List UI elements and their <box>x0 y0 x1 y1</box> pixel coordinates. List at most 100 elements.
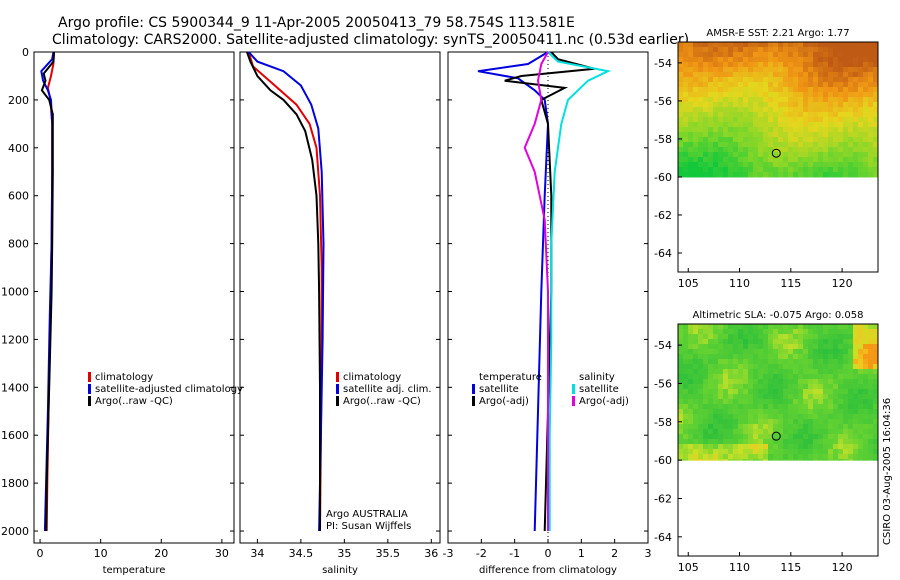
map-cell <box>773 349 779 355</box>
map-cell <box>753 47 759 53</box>
map-cell <box>863 117 869 123</box>
map-y-tick-label: -64 <box>654 247 672 260</box>
map-cell <box>863 379 869 385</box>
map-cell <box>688 394 694 400</box>
map-cell <box>783 92 789 98</box>
map-cell <box>768 459 774 461</box>
map-cell <box>848 57 854 63</box>
map-cell <box>813 369 819 375</box>
map-cell <box>783 142 789 148</box>
map-cell <box>823 147 829 153</box>
map-cell <box>753 324 759 330</box>
map-cell <box>788 152 794 158</box>
map-cell <box>808 162 814 168</box>
map-cell <box>678 329 684 335</box>
map-cell <box>853 162 859 168</box>
map-cell <box>793 339 799 345</box>
map-cell <box>863 172 869 178</box>
map-cell <box>693 324 699 330</box>
map-cell <box>773 414 779 420</box>
map-cell <box>743 444 749 450</box>
map-cell <box>708 414 714 420</box>
map-cell <box>753 354 759 360</box>
map-cell <box>848 429 854 435</box>
map-cell <box>758 374 764 380</box>
map-cell <box>803 409 809 415</box>
map-cell <box>748 449 754 455</box>
map-cell <box>703 152 709 158</box>
map-cell <box>708 349 714 355</box>
map-cell <box>683 132 689 138</box>
map-cell <box>703 112 709 118</box>
map-cell <box>698 112 704 118</box>
map-cell <box>698 67 704 73</box>
map-cell <box>768 394 774 400</box>
map-cell <box>803 82 809 88</box>
map-cell <box>808 42 814 48</box>
map-cell <box>758 157 764 163</box>
map-cell <box>778 419 784 425</box>
map-cell <box>698 409 704 415</box>
map-cell <box>813 379 819 385</box>
map-cell <box>698 127 704 133</box>
map-cell <box>768 132 774 138</box>
map-cell <box>838 409 844 415</box>
map-cell <box>703 444 709 450</box>
series-salinity-satellite <box>547 51 612 531</box>
map-cell <box>778 439 784 445</box>
map-cell <box>713 52 719 58</box>
map-cell <box>713 122 719 128</box>
map-x-tick-label: 120 <box>832 561 853 574</box>
map-cell <box>763 429 769 435</box>
map-cell <box>728 142 734 148</box>
map-cell <box>828 389 834 395</box>
map-cell <box>693 434 699 440</box>
map-cell <box>803 42 809 48</box>
map-cell <box>858 439 864 445</box>
map-cell <box>798 57 804 63</box>
map-cell <box>738 42 744 48</box>
map-cell <box>728 349 734 355</box>
map-cell <box>863 122 869 128</box>
map-cell <box>803 379 809 385</box>
map-cell <box>818 354 824 360</box>
map-cell <box>768 434 774 440</box>
map-cell <box>788 162 794 168</box>
map-cell <box>788 329 794 335</box>
map-cell <box>718 102 724 108</box>
map-cell <box>868 459 874 461</box>
map-cell <box>813 172 819 178</box>
map-cell <box>873 82 879 88</box>
map-cell <box>773 132 779 138</box>
map-cell <box>738 152 744 158</box>
map-cell <box>698 82 704 88</box>
map-cell <box>683 157 689 163</box>
map-cell <box>873 329 879 335</box>
map-cell <box>738 404 744 410</box>
map-cell <box>723 147 729 153</box>
map-cell <box>788 344 794 350</box>
map-cell <box>708 459 714 461</box>
map-cell <box>748 52 754 58</box>
map-cell <box>708 399 714 405</box>
map-cell <box>768 67 774 73</box>
map-cell <box>858 47 864 53</box>
map-cell <box>738 77 744 83</box>
map-cell <box>823 399 829 405</box>
map-cell <box>843 152 849 158</box>
map-cell <box>793 52 799 58</box>
map-cell <box>858 87 864 93</box>
legend-label: Argo(-adj) <box>479 396 529 407</box>
map-cell <box>823 47 829 53</box>
map-cell <box>698 339 704 345</box>
map-cell <box>798 62 804 68</box>
map-cell <box>863 147 869 153</box>
map-cell <box>818 162 824 168</box>
map-cell <box>843 172 849 178</box>
series-argo <box>40 51 55 532</box>
map-cell <box>738 349 744 355</box>
map-cell <box>808 147 814 153</box>
map-cell <box>838 57 844 63</box>
map-cell <box>773 399 779 405</box>
map-cell <box>763 424 769 430</box>
